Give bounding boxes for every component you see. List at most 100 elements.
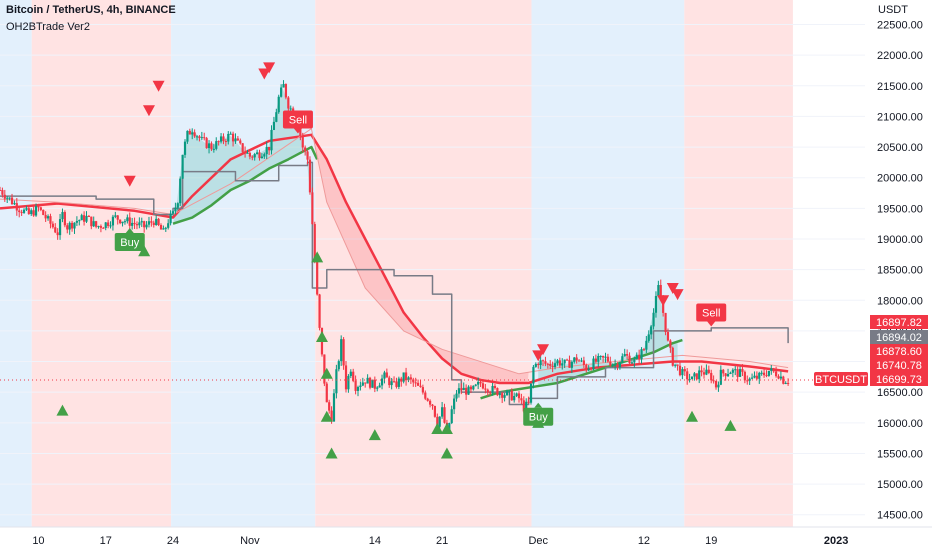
candle-body: [489, 392, 492, 394]
indicator-name: OH2BTrade Ver2: [6, 21, 90, 33]
candle: [743, 370, 746, 384]
candle-body: [421, 387, 424, 393]
candle: [561, 358, 564, 370]
candle-body: [270, 129, 273, 151]
sell-label-pointer: [293, 128, 302, 134]
candle-body: [642, 349, 646, 351]
candle: [102, 226, 105, 229]
candle: [724, 373, 727, 381]
buy-triangle: [311, 251, 324, 263]
candle-body: [352, 371, 355, 381]
candle: [251, 155, 254, 161]
candle-body: [690, 376, 694, 380]
candle: [462, 382, 465, 391]
candle: [597, 353, 600, 368]
candle-body: [743, 371, 746, 381]
candle-body: [284, 84, 288, 98]
candle-body: [128, 217, 131, 226]
candle-body: [10, 197, 14, 205]
candle-body: [640, 349, 643, 360]
candle-body: [159, 224, 163, 230]
candle: [20, 209, 23, 216]
candle: [58, 213, 62, 240]
candle: [207, 140, 211, 154]
candle: [460, 383, 463, 395]
candle: [263, 152, 266, 159]
candle-body: [746, 380, 749, 382]
buy-triangle: [325, 447, 338, 459]
candle: [328, 399, 331, 414]
candle-body: [152, 222, 155, 225]
candle: [61, 208, 64, 223]
candle: [181, 154, 184, 179]
candle: [681, 367, 684, 380]
candle-body: [409, 377, 412, 380]
candle: [301, 132, 304, 153]
candle: [409, 374, 412, 384]
candle-body: [611, 364, 614, 366]
candle: [272, 116, 276, 131]
candle-body: [525, 401, 528, 412]
candle-body: [371, 379, 374, 388]
x-tick-label: 21: [436, 535, 448, 547]
candle: [441, 401, 444, 419]
candle-body: [575, 357, 578, 361]
candle: [287, 96, 290, 112]
sell-triangle: [123, 175, 136, 187]
x-tick-label: 2023: [824, 535, 848, 547]
candle: [116, 214, 119, 225]
candle-body: [304, 147, 307, 152]
candle-body: [75, 221, 78, 223]
candle: [710, 369, 713, 384]
candle: [46, 214, 50, 221]
candle-body: [287, 97, 290, 109]
candle-body: [568, 359, 571, 368]
candle-body: [532, 366, 535, 384]
sell-label-pointer: [707, 321, 716, 327]
candle: [640, 347, 643, 364]
candle-body: [359, 385, 362, 387]
candle-body: [630, 362, 634, 364]
candle-body: [671, 347, 674, 366]
buy-label-box: [523, 407, 554, 426]
buy-triangle: [440, 422, 453, 434]
candle: [702, 367, 706, 379]
candle-body: [714, 380, 718, 388]
candle-body: [688, 379, 691, 381]
candle-body: [441, 407, 444, 417]
candle: [205, 136, 208, 149]
candle-body: [330, 410, 333, 422]
candle-body: [70, 222, 74, 229]
candle: [99, 224, 103, 233]
candle-body: [390, 381, 393, 386]
candle: [95, 220, 98, 229]
candle-body: [140, 221, 143, 223]
candle-body: [349, 371, 352, 376]
candle: [308, 156, 312, 195]
sell-label-text: Sell: [702, 308, 720, 320]
candle: [275, 108, 278, 123]
candle: [188, 128, 191, 135]
candle-body: [662, 300, 665, 313]
candle: [424, 390, 427, 401]
candle-body: [63, 212, 66, 226]
candle: [364, 382, 367, 388]
candle: [109, 221, 112, 229]
candle: [104, 221, 107, 231]
candle-body: [316, 262, 319, 295]
candle-body: [340, 339, 343, 362]
sell-triangle: [537, 344, 550, 356]
background-band: [531, 0, 685, 527]
candle: [167, 219, 170, 230]
candle-body: [587, 368, 590, 371]
candle: [30, 208, 33, 216]
candle-body: [119, 219, 122, 224]
candle: [176, 202, 179, 211]
candle: [234, 133, 237, 144]
y-tick-label: 22000.00: [877, 50, 923, 62]
candle-body: [438, 416, 441, 427]
candle: [27, 206, 30, 215]
series-line-3: [0, 128, 789, 375]
candle: [10, 193, 14, 205]
